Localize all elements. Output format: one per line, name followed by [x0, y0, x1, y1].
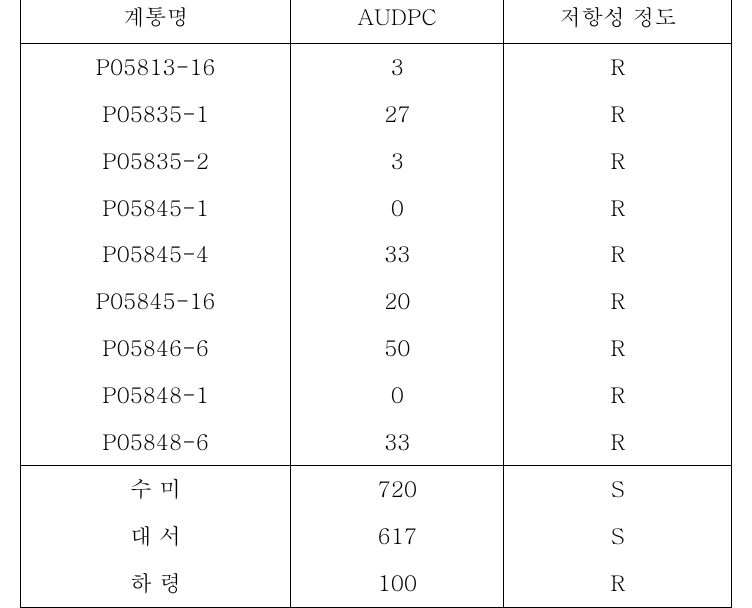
cell-audpc: 3 — [291, 44, 504, 91]
table-row: P05848-633R — [21, 419, 732, 466]
cell-name: P05846-6 — [21, 325, 291, 372]
cell-resistance: R — [504, 278, 732, 325]
cell-name: P05848-1 — [21, 372, 291, 419]
table-row: P05845-1620R — [21, 278, 732, 325]
cell-audpc: 20 — [291, 278, 504, 325]
table-row: P05813-163R — [21, 44, 732, 91]
cell-name: 하 령 — [21, 560, 291, 607]
cell-name: P05845-4 — [21, 231, 291, 278]
column-header-resistance: 저항성 정도 — [504, 0, 732, 44]
table-row: P05835-23R — [21, 138, 732, 185]
cell-resistance: R — [504, 419, 732, 466]
table-row: 대 서617S — [21, 513, 732, 560]
table-header-row: 계통명 AUDPC 저항성 정도 — [21, 0, 732, 44]
table-row: 수 미720S — [21, 466, 732, 513]
table-row: 하 령100R — [21, 560, 732, 607]
column-header-name: 계통명 — [21, 0, 291, 44]
cell-name: 대 서 — [21, 513, 291, 560]
table-row: P05845-433R — [21, 231, 732, 278]
data-table-container: 계통명 AUDPC 저항성 정도 P05813-163RP05835-127RP… — [20, 0, 732, 608]
cell-name: P05813-16 — [21, 44, 291, 91]
cell-audpc: 50 — [291, 325, 504, 372]
cell-audpc: 0 — [291, 372, 504, 419]
column-header-audpc: AUDPC — [291, 0, 504, 44]
table-row: P05848-10R — [21, 372, 732, 419]
cell-name: P05845-1 — [21, 185, 291, 232]
table-row: P05845-10R — [21, 185, 732, 232]
cell-resistance: R — [504, 138, 732, 185]
cell-name: P05835-2 — [21, 138, 291, 185]
cell-resistance: R — [504, 231, 732, 278]
cell-audpc: 33 — [291, 419, 504, 466]
cell-resistance: R — [504, 91, 732, 138]
cell-resistance: S — [504, 466, 732, 513]
cell-audpc: 617 — [291, 513, 504, 560]
cell-name: 수 미 — [21, 466, 291, 513]
table-body: P05813-163RP05835-127RP05835-23RP05845-1… — [21, 44, 732, 608]
table-row: P05846-650R — [21, 325, 732, 372]
table-row: P05835-127R — [21, 91, 732, 138]
cell-resistance: R — [504, 185, 732, 232]
cell-name: P05845-16 — [21, 278, 291, 325]
cell-resistance: S — [504, 513, 732, 560]
cell-audpc: 27 — [291, 91, 504, 138]
cell-name: P05848-6 — [21, 419, 291, 466]
cell-resistance: R — [504, 325, 732, 372]
cell-resistance: R — [504, 372, 732, 419]
cell-resistance: R — [504, 560, 732, 607]
cell-audpc: 720 — [291, 466, 504, 513]
cell-audpc: 33 — [291, 231, 504, 278]
resistance-data-table: 계통명 AUDPC 저항성 정도 P05813-163RP05835-127RP… — [20, 0, 732, 608]
cell-audpc: 0 — [291, 185, 504, 232]
cell-audpc: 100 — [291, 560, 504, 607]
cell-name: P05835-1 — [21, 91, 291, 138]
cell-resistance: R — [504, 44, 732, 91]
cell-audpc: 3 — [291, 138, 504, 185]
